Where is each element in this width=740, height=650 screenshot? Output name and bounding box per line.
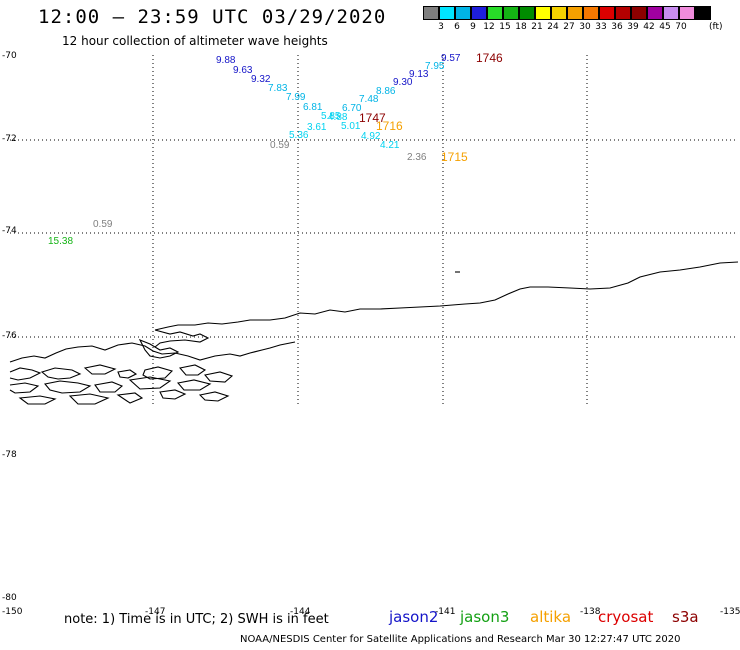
lon-label-144: -144 [290,607,311,617]
wave-height-label: 8.86 [376,86,396,97]
legend-value: 42 [643,22,655,32]
wave-height-label: 3.61 [307,122,327,133]
lon-label-141: -141 [435,607,456,617]
wave-height-label: 5.01 [341,121,361,132]
legend-swatch [551,6,567,20]
wave-height-label: 5.85 [321,111,341,122]
legend-value: 3 [438,22,444,32]
legend-value: 70 [675,22,687,32]
mission-jason3: jason3 [460,608,510,626]
wave-height-label: 9.57 [441,53,461,64]
wave-height-label: 4.88 [328,112,348,123]
lon-label-150: -150 [2,607,23,617]
legend-swatch [567,6,583,20]
legend-value: 27 [563,22,575,32]
mission-altika: altika [530,608,572,626]
legend-swatch [471,6,487,20]
credit-line: NOAA/NESDIS Center for Satellite Applica… [240,634,681,645]
wave-height-label: 7.48 [359,94,379,105]
legend-swatch [615,6,631,20]
legend-swatch [519,6,535,20]
legend-swatch [679,6,695,20]
mission-jason2: jason2 [389,608,439,626]
wave-height-label: 7.95 [425,61,445,72]
mission-cryosat: cryosat [598,608,654,626]
lat-label-72: -72 [2,134,17,144]
pass-time-label: 1716 [376,119,403,133]
wave-height-label: 9.88 [216,55,236,66]
graticule [10,55,738,405]
legend-swatch [631,6,647,20]
legend-value: 21 [531,22,543,32]
lon-label-147: -147 [145,607,166,617]
lon-label-135: -135 [720,607,740,617]
lat-label-76: -76 [2,331,17,341]
map-subtitle: 12 hour collection of altimeter wave hei… [62,34,328,48]
wave-height-label: 6.70 [342,103,362,114]
wave-height-label: 2.36 [407,152,427,163]
wave-height-label: 4.92 [361,131,381,142]
legend-units: (ft) [709,22,723,32]
legend-value: 30 [579,22,591,32]
legend-value: 9 [470,22,476,32]
legend-value: 45 [659,22,671,32]
legend-swatch [647,6,663,20]
legend-value: 39 [627,22,639,32]
wave-height-label: 15.38 [48,236,74,247]
map-title: 12:00 – 23:59 UTC 03/29/2020 [38,6,387,28]
pass-time-label: 1715 [441,150,468,164]
lat-label-70: -70 [2,51,17,61]
lat-label-74: -74 [2,226,17,236]
wave-height-label: 7.83 [268,83,288,94]
wave-height-label: 6.81 [303,102,323,113]
wave-height-label: 7.99 [286,92,306,103]
legend-value: 6 [454,22,460,32]
legend-swatch [663,6,679,20]
legend-swatch [423,6,439,20]
legend-swatch [439,6,455,20]
legend-value: 33 [595,22,607,32]
wave-height-label: 9.32 [251,74,271,85]
legend-value: 36 [611,22,623,32]
wave-height-label: 5.36 [289,130,309,141]
coastline [9,261,739,405]
legend-swatch [535,6,551,20]
lon-label-138: -138 [580,607,601,617]
legend-swatch [455,6,471,20]
footnote: note: 1) Time is in UTC; 2) SWH is in fe… [64,612,329,627]
wave-height-label: 9.13 [409,69,429,80]
pass-time-label: 1747 [359,111,386,125]
legend-swatch [599,6,615,20]
mission-s3a: s3a [672,608,699,626]
legend-swatch [695,6,711,20]
wave-height-label: 9.63 [233,65,253,76]
wave-height-label: 0.59 [93,219,113,230]
lat-label-78: -78 [2,450,17,460]
legend-value: 24 [547,22,559,32]
wave-height-label: 4.21 [380,140,400,151]
pass-time-label: 1746 [476,51,503,65]
legend-value: 12 [483,22,495,32]
legend-value: 15 [499,22,511,32]
wave-height-label: 9.30 [393,77,413,88]
legend-swatch [487,6,503,20]
lat-label-80: -80 [2,593,17,603]
legend-swatch [503,6,519,20]
legend-value: 18 [515,22,527,32]
legend-swatch [583,6,599,20]
wave-height-label: 0.59 [270,140,290,151]
